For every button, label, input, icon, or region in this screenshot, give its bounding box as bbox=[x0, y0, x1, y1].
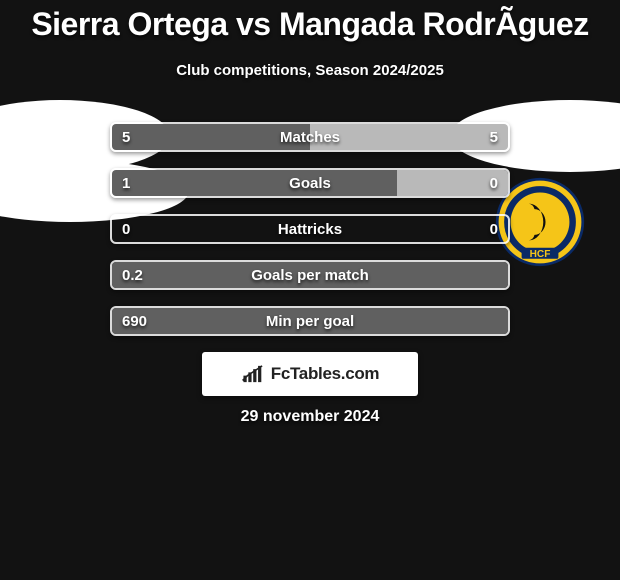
stats-bars: 55Matches 10Goals 00Hattricks 0.2Goals per … bbox=[110, 122, 510, 352]
stat-bar: 55Matches bbox=[110, 122, 510, 152]
stat-label: Goals per match bbox=[112, 262, 508, 288]
comparison-card: Sierra Ortega vs Mangada RodrÃ­guez Club… bbox=[0, 0, 620, 580]
page-title: Sierra Ortega vs Mangada RodrÃ­guez bbox=[0, 6, 620, 43]
svg-text:HCF: HCF bbox=[530, 249, 551, 260]
stat-label: Goals bbox=[112, 170, 508, 196]
stat-label: Hattricks bbox=[112, 216, 508, 242]
stat-bar: 10Goals bbox=[110, 168, 510, 198]
stat-bar: 00Hattricks bbox=[110, 214, 510, 244]
date-label: 29 november 2024 bbox=[0, 408, 620, 426]
stat-label: Matches bbox=[112, 124, 508, 150]
stat-bar: 690Min per goal bbox=[110, 306, 510, 336]
stat-bar: 0.2Goals per match bbox=[110, 260, 510, 290]
watermark-text: FcTables.com bbox=[271, 364, 380, 384]
stat-label: Min per goal bbox=[112, 308, 508, 334]
watermark: FcTables.com bbox=[202, 352, 418, 396]
page-subtitle: Club competitions, Season 2024/2025 bbox=[0, 62, 620, 79]
chart-icon bbox=[241, 363, 267, 385]
